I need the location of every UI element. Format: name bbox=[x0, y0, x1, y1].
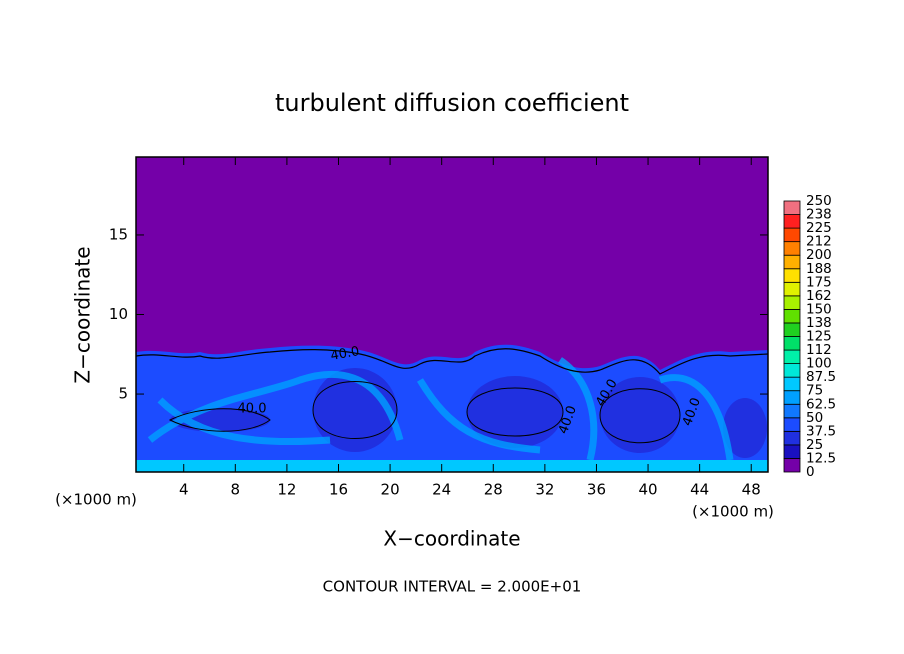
colorbar-label: 225 bbox=[806, 220, 832, 236]
x-unit-label: (×1000 m) bbox=[692, 503, 774, 521]
colorbar-label: 112 bbox=[806, 342, 832, 358]
colorbar-label: 87.5 bbox=[806, 369, 836, 385]
colorbar-box bbox=[783, 295, 801, 310]
colorbar-box bbox=[783, 458, 801, 473]
colorbar-box bbox=[783, 430, 801, 446]
x-tick-label: 48 bbox=[742, 481, 761, 499]
colorbar-box bbox=[783, 268, 801, 283]
colorbar-box bbox=[783, 200, 801, 215]
colorbar-box bbox=[783, 336, 801, 351]
x-tick-label: 16 bbox=[329, 481, 348, 499]
colorbar-box bbox=[783, 444, 801, 459]
x-tick-label: 28 bbox=[484, 481, 503, 499]
field-streak bbox=[147, 357, 734, 461]
colorbar-label: 200 bbox=[806, 247, 832, 263]
y-tick-label: 15 bbox=[109, 225, 128, 243]
colorbar-box bbox=[783, 254, 801, 270]
x-axis-label: X−coordinate bbox=[383, 527, 520, 551]
colorbar-label: 37.5 bbox=[806, 423, 836, 439]
colorbar-label: 62.5 bbox=[806, 396, 836, 412]
x-tick-label: 20 bbox=[381, 481, 400, 499]
x-tick-label: 24 bbox=[432, 481, 451, 499]
x-tick-label: 12 bbox=[277, 481, 296, 499]
x-unit-label: (×1000 m) bbox=[55, 491, 137, 509]
colorbar-label: 175 bbox=[806, 274, 832, 290]
field bbox=[135, 157, 769, 472]
colorbar-box bbox=[783, 308, 801, 324]
colorbar-label: 12.5 bbox=[806, 450, 836, 466]
footer: CONTOUR INTERVAL = 2.000E+01 bbox=[323, 578, 582, 596]
field-core bbox=[600, 377, 680, 453]
colorbar-box bbox=[783, 241, 801, 256]
y-axis-label: Z−coordinate bbox=[71, 246, 95, 383]
x-tick-label: 8 bbox=[231, 481, 241, 499]
contour-line bbox=[168, 381, 681, 444]
colorbar-label: 162 bbox=[806, 288, 832, 304]
y-tick-label: 5 bbox=[118, 385, 128, 403]
x-tick-label: 40 bbox=[639, 481, 658, 499]
colorbar-box bbox=[783, 227, 801, 243]
x-tick-label: 44 bbox=[690, 481, 709, 499]
colorbar-label: 138 bbox=[806, 315, 832, 331]
colorbar-box bbox=[783, 403, 801, 419]
chart-title: turbulent diffusion coefficient bbox=[275, 89, 629, 117]
colorbar-label: 188 bbox=[806, 261, 832, 277]
y-tick-label: 10 bbox=[109, 305, 128, 323]
colorbar-label: 212 bbox=[806, 234, 832, 250]
x-tick-label: 32 bbox=[535, 481, 554, 499]
x-tick-label: 36 bbox=[587, 481, 606, 499]
colorbar-label: 0 bbox=[806, 464, 815, 480]
colorbar-box bbox=[783, 214, 801, 229]
colorbar-label: 50 bbox=[806, 410, 823, 426]
colorbar-label: 125 bbox=[806, 329, 832, 345]
colorbar-box bbox=[783, 363, 801, 378]
colorbar-box bbox=[783, 322, 801, 337]
colorbar-box bbox=[783, 390, 801, 405]
colorbar-box bbox=[783, 281, 801, 297]
colorbar-label: 150 bbox=[806, 301, 832, 317]
colorbar-box bbox=[783, 417, 801, 432]
contour-label: 40.0 bbox=[238, 402, 267, 417]
colorbar-label: 75 bbox=[806, 383, 823, 399]
x-tick-label: 4 bbox=[179, 481, 189, 499]
field-core bbox=[723, 398, 767, 458]
colorbar-box bbox=[783, 349, 801, 364]
contour-label: 40.0 bbox=[329, 344, 360, 364]
colorbar-box bbox=[783, 376, 801, 392]
field-core bbox=[467, 376, 563, 448]
colorbar-label: 25 bbox=[806, 437, 823, 453]
contour-line bbox=[135, 348, 769, 375]
colorbar-label: 250 bbox=[806, 193, 832, 209]
colorbar-label: 100 bbox=[806, 356, 832, 372]
field-bottom bbox=[136, 460, 768, 472]
colorbar-label: 238 bbox=[806, 207, 832, 223]
